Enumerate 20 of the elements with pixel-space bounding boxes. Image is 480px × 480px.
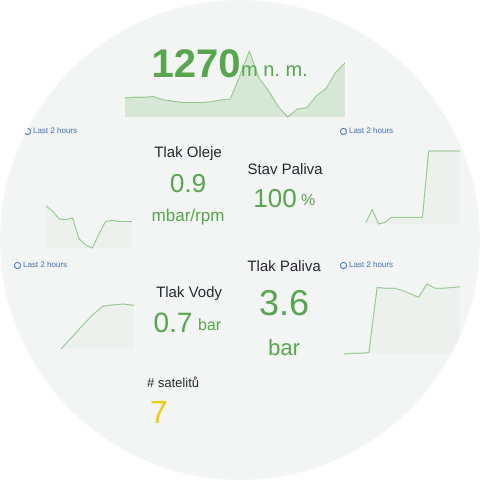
text: mbar/rpm [152, 206, 224, 225]
text: 100 [253, 183, 297, 213]
text: Tlak Oleje [154, 144, 222, 161]
annotation: m n. m. [241, 59, 308, 81]
text: Tlak Vody [156, 284, 222, 301]
text: Last 2 hours [349, 260, 394, 269]
text: # satelitů [147, 375, 200, 390]
text: % [301, 192, 316, 209]
annotation: 1270 [152, 42, 240, 86]
text: bar [268, 335, 300, 360]
text: 7 [150, 394, 168, 430]
chart-title: Tlak Paliva [247, 258, 321, 275]
text: 0.9 [170, 168, 206, 198]
text: Last 2 hours [33, 126, 78, 135]
text: Last 2 hours [349, 126, 394, 135]
text: 3.6 [258, 282, 310, 323]
text: Stav Paliva [247, 161, 323, 178]
text: Last 2 hours [23, 260, 68, 269]
text: bar [198, 317, 222, 334]
text: 0.7 [154, 307, 192, 338]
